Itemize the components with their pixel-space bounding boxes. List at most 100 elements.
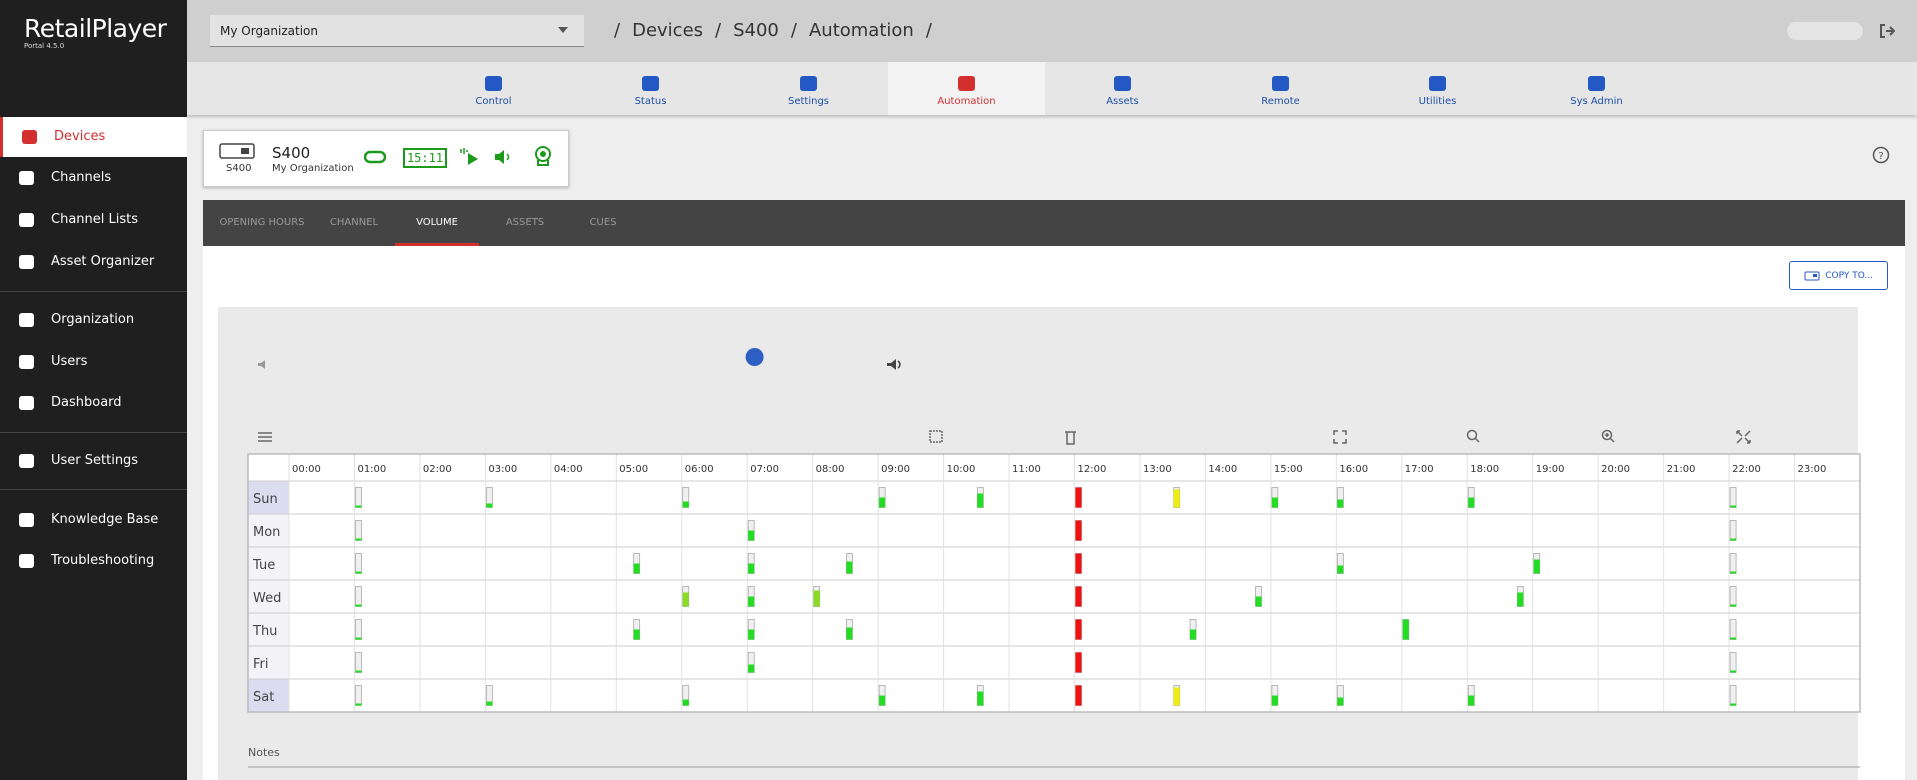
event-level[interactable] (1075, 619, 1082, 640)
event-level[interactable] (1271, 695, 1278, 706)
event-level[interactable] (748, 596, 755, 607)
event-level[interactable] (879, 497, 886, 508)
event-level[interactable] (748, 563, 755, 574)
event-outline[interactable] (1729, 553, 1737, 574)
nav-item[interactable]: Settings (730, 62, 887, 115)
expand-icon[interactable] (1736, 430, 1751, 444)
event-level[interactable] (1337, 499, 1344, 508)
event-level[interactable] (846, 561, 853, 574)
event-level[interactable] (1271, 497, 1278, 508)
event-level[interactable] (1337, 565, 1344, 574)
event-level[interactable] (1533, 559, 1540, 574)
tab[interactable]: VOLUME (395, 200, 479, 246)
event-level[interactable] (1468, 695, 1475, 706)
event-level[interactable] (977, 493, 984, 508)
select-icon[interactable] (929, 430, 943, 443)
event-level[interactable] (355, 571, 362, 574)
event-level[interactable] (1730, 505, 1737, 508)
event-level[interactable] (682, 699, 689, 706)
event-level[interactable] (682, 592, 689, 607)
breadcrumb[interactable]: Devices (632, 20, 704, 41)
event-level[interactable] (1730, 703, 1737, 706)
event-outline[interactable] (355, 619, 362, 640)
event-level[interactable] (1075, 652, 1082, 673)
event-level[interactable] (1255, 596, 1262, 607)
slider-thumb[interactable] (745, 348, 764, 366)
event-level[interactable] (355, 637, 362, 640)
event-level[interactable] (1730, 571, 1737, 574)
fit-icon[interactable] (1333, 430, 1347, 444)
event-level[interactable] (1075, 487, 1082, 508)
event-outline[interactable] (355, 553, 362, 574)
sidebar-item[interactable]: Channels (0, 158, 187, 198)
help-icon[interactable]: ? (1872, 146, 1890, 164)
event-level[interactable] (1075, 553, 1082, 574)
list-icon[interactable] (258, 432, 272, 442)
nav-item[interactable]: Assets (1044, 62, 1201, 115)
event-level[interactable] (1730, 538, 1737, 541)
event-level[interactable] (1075, 520, 1082, 541)
event-level[interactable] (486, 701, 493, 706)
nav-item[interactable]: Remote (1202, 62, 1359, 115)
logout-icon[interactable] (1879, 23, 1895, 39)
event-outline[interactable] (1729, 619, 1737, 640)
event-outline[interactable] (1729, 685, 1737, 706)
event-level[interactable] (748, 530, 755, 541)
tab[interactable]: CUES (589, 217, 617, 228)
event-level[interactable] (682, 501, 689, 508)
sidebar-item[interactable]: Troubleshooting (0, 541, 187, 581)
event-level[interactable] (1402, 619, 1409, 640)
event-level[interactable] (355, 505, 362, 508)
event-level[interactable] (1337, 697, 1344, 706)
event-level[interactable] (355, 703, 362, 706)
org-select[interactable]: My Organization (210, 15, 584, 47)
nav-item[interactable]: Control (415, 62, 572, 115)
event-outline[interactable] (355, 652, 362, 673)
event-level[interactable] (1730, 604, 1737, 607)
copy-button[interactable]: COPY TO... (1789, 261, 1888, 290)
event-level[interactable] (977, 691, 984, 706)
zoom-out-icon[interactable] (1466, 429, 1480, 443)
zoom-in-icon[interactable] (1601, 429, 1615, 443)
sidebar-item[interactable]: Users (0, 342, 187, 382)
event-level[interactable] (1730, 637, 1737, 640)
tab[interactable]: ASSETS (505, 217, 545, 228)
event-level[interactable] (1190, 629, 1197, 640)
nav-item[interactable]: Utilities (1359, 62, 1516, 115)
event-level[interactable] (355, 670, 362, 673)
sidebar-item[interactable]: Knowledge Base (0, 500, 187, 540)
event-level[interactable] (1517, 592, 1524, 607)
event-level[interactable] (486, 503, 493, 508)
event-level[interactable] (633, 629, 640, 640)
event-level[interactable] (748, 664, 755, 673)
event-outline[interactable] (355, 586, 362, 607)
breadcrumb[interactable]: S400 (733, 20, 779, 41)
event-outline[interactable] (355, 685, 362, 706)
event-level[interactable] (1075, 685, 1082, 706)
sidebar-item[interactable]: Devices (0, 117, 187, 157)
nav-item[interactable]: Automation (888, 62, 1045, 115)
event-level[interactable] (1173, 687, 1180, 706)
event-level[interactable] (1730, 670, 1737, 673)
event-outline[interactable] (1729, 586, 1737, 607)
event-level[interactable] (813, 590, 820, 607)
event-level[interactable] (355, 604, 362, 607)
tab[interactable]: CHANNEL (329, 217, 379, 228)
delete-icon[interactable] (1065, 431, 1076, 445)
nav-item[interactable]: Status (572, 62, 729, 115)
tab[interactable]: OPENING HOURS (219, 217, 305, 228)
sidebar-item[interactable]: Organization (0, 300, 187, 340)
event-level[interactable] (748, 629, 755, 640)
event-level[interactable] (355, 538, 362, 541)
breadcrumb[interactable]: Automation (808, 20, 914, 41)
event-level[interactable] (846, 627, 853, 640)
event-outline[interactable] (355, 487, 362, 508)
sidebar-item[interactable]: Asset Organizer (0, 242, 187, 282)
event-level[interactable] (633, 563, 640, 574)
nav-item[interactable]: Sys Admin (1518, 62, 1675, 115)
event-outline[interactable] (1729, 487, 1737, 508)
event-outline[interactable] (1729, 652, 1737, 673)
event-level[interactable] (1468, 497, 1475, 508)
sidebar-item[interactable]: Dashboard (0, 383, 187, 423)
event-level[interactable] (1075, 586, 1082, 607)
